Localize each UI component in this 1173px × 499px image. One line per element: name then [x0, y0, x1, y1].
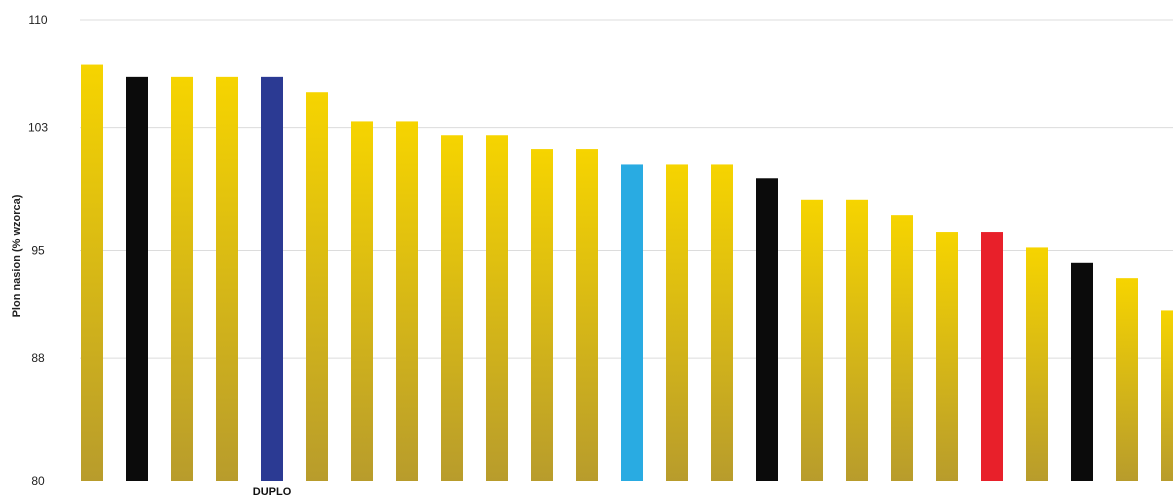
bar: [1026, 247, 1048, 481]
x-axis-labels: DUPLO: [253, 486, 292, 498]
bar: [1161, 310, 1173, 481]
bar: [936, 232, 958, 481]
bar: [171, 76, 193, 482]
bar: [981, 232, 1003, 481]
bar: [531, 149, 553, 481]
y-tick-label: 95: [31, 244, 45, 258]
bar: [126, 76, 148, 482]
y-tick-label: 110: [28, 13, 47, 27]
y-axis-label: Plon nasion (% wzorca): [11, 194, 23, 317]
bar: [441, 135, 463, 481]
bar: [486, 135, 508, 481]
bar: [891, 215, 913, 481]
bar: [396, 121, 418, 482]
y-axis-ticks: 80 88 95 103 110: [28, 13, 48, 488]
bar: [1071, 262, 1093, 481]
bar: [846, 199, 868, 482]
x-category-label: DUPLO: [253, 486, 292, 498]
bar: [801, 199, 823, 482]
bar: [711, 164, 733, 482]
bar: [216, 76, 238, 482]
bar: [666, 164, 688, 482]
bar: [261, 76, 283, 482]
y-tick-label: 103: [28, 121, 48, 135]
y-tick-label: 88: [31, 351, 45, 365]
bar: [351, 121, 373, 482]
bar: [81, 64, 103, 482]
bar: [756, 178, 778, 481]
bar: [306, 92, 328, 482]
bar: [576, 149, 598, 481]
y-tick-label: 80: [31, 474, 45, 488]
bars: [81, 64, 1173, 482]
bar: [1116, 278, 1138, 481]
bar: [621, 164, 643, 482]
